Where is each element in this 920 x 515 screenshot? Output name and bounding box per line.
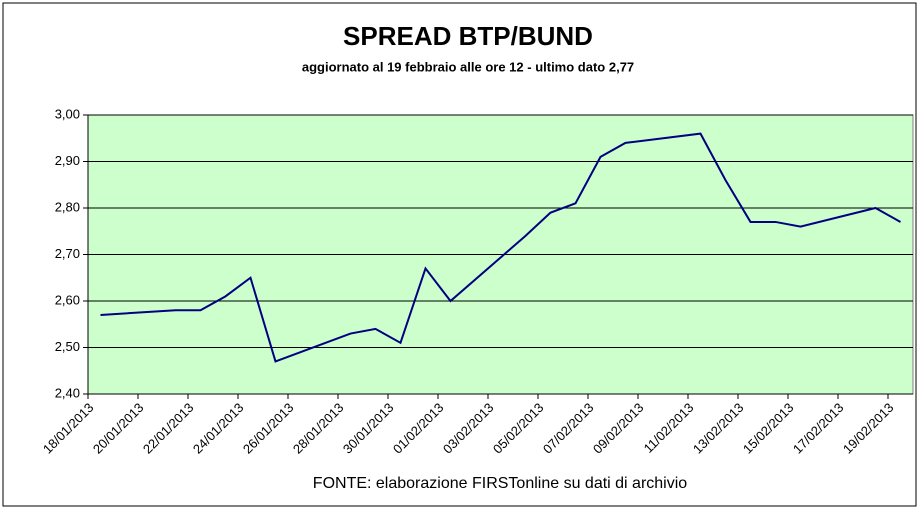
data-line [100, 132, 901, 363]
chart-subtitle: aggiornato al 19 febbraio alle ore 12 - … [302, 59, 634, 74]
y-tick-label: 2,60 [55, 292, 80, 307]
y-tick-label: 2,40 [55, 385, 80, 400]
y-tick-label: 2,90 [55, 153, 80, 168]
y-tick-label: 2,50 [55, 339, 80, 354]
source-note: FONTE: elaborazione FIRSTonline su dati … [313, 475, 687, 492]
y-tick-label: 2,70 [55, 246, 80, 261]
y-tick-label: 2,80 [55, 199, 80, 214]
y-tick-label: 3,00 [55, 106, 80, 121]
chart-title: SPREAD BTP/BUND [343, 21, 593, 51]
